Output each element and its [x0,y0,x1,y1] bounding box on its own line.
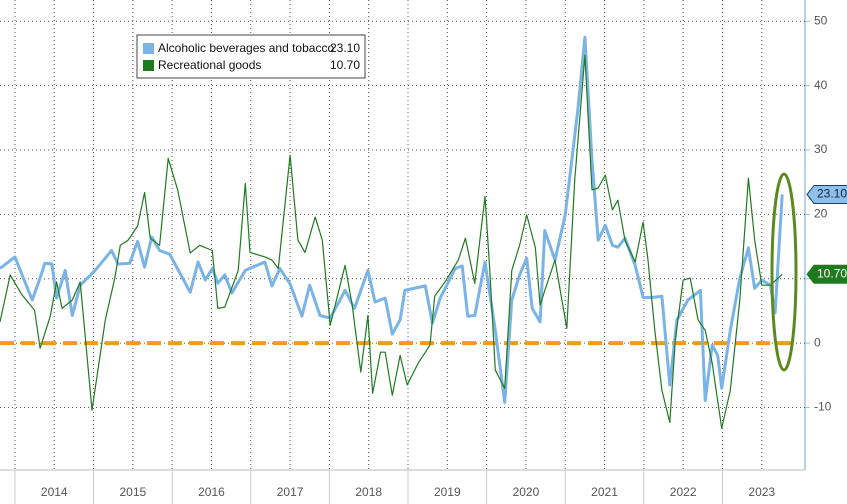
y-tick-label: -10 [814,400,832,414]
x-axis-band [0,470,805,504]
x-tick-label: 2019 [434,485,461,499]
legend-label: Alcoholic beverages and tobacco [158,41,334,55]
x-tick-label: 2023 [748,485,775,499]
value-tag [806,184,847,204]
x-tick-label: 2018 [355,485,382,499]
lines [0,35,793,429]
x-tick-label: 2022 [670,485,697,499]
legend-box [136,34,366,79]
y-tick-label: 20 [814,207,828,221]
legend-label: Recreational goods [158,58,261,72]
y-tick-label: 40 [814,78,828,92]
y-tick-label: 50 [814,13,828,27]
value-tag [806,264,847,284]
grid [0,0,805,470]
y-tick-label: 0 [814,335,821,349]
highlight-ellipse [770,172,798,372]
series-line [0,54,783,429]
legend: Alcoholic beverages and tobacco 23.10 Re… [136,34,366,79]
value-tag-label: 10.70 [817,266,847,280]
x-tick-label: 2020 [513,485,540,499]
legend-swatch [143,43,154,54]
x-tick-label: 2014 [41,485,68,499]
legend-swatch [143,60,154,71]
value-tag-label: 23.10 [817,187,847,201]
series-line [0,35,784,404]
x-tick-label: 2017 [277,485,304,499]
x-tick-label: 2021 [591,485,618,499]
y-tick-label: 30 [814,142,828,156]
legend-value: 10.70 [330,58,360,72]
legend-value: 23.10 [330,41,360,55]
x-tick-label: 2015 [120,485,147,499]
x-tick-label: 2016 [198,485,225,499]
